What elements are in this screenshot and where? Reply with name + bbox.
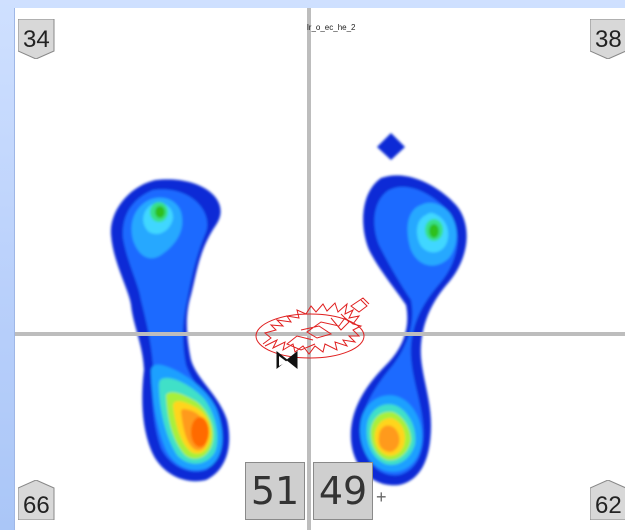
corner-value-top-right-text: 38 [595,26,622,53]
center-of-pressure-marker [276,350,298,370]
corner-value-top-left-text: 34 [23,26,50,53]
corner-value-top-right: 38 [590,19,625,59]
left-distribution-value: 51 [245,462,305,520]
left-foot-pressure [110,179,230,482]
sway-trace [255,297,370,359]
corner-value-bottom-left: 66 [18,480,58,520]
right-foot-pressure [350,133,467,486]
foot-pressure-map [15,8,625,530]
plus-marker: + [376,487,387,507]
corner-value-top-left: 34 [18,19,58,59]
sway-ellipse [255,313,365,359]
corner-value-bottom-left-text: 66 [23,492,50,519]
recording-title: lr_o_ec_he_2 [307,23,356,32]
pressure-plot-canvas: lr_o_ec_he_2 [14,8,625,530]
corner-value-bottom-right: 62 [590,480,625,520]
toe-pressure-spot [377,133,405,160]
right-distribution-value: 49 [313,462,373,520]
corner-value-bottom-right-text: 62 [595,492,622,519]
